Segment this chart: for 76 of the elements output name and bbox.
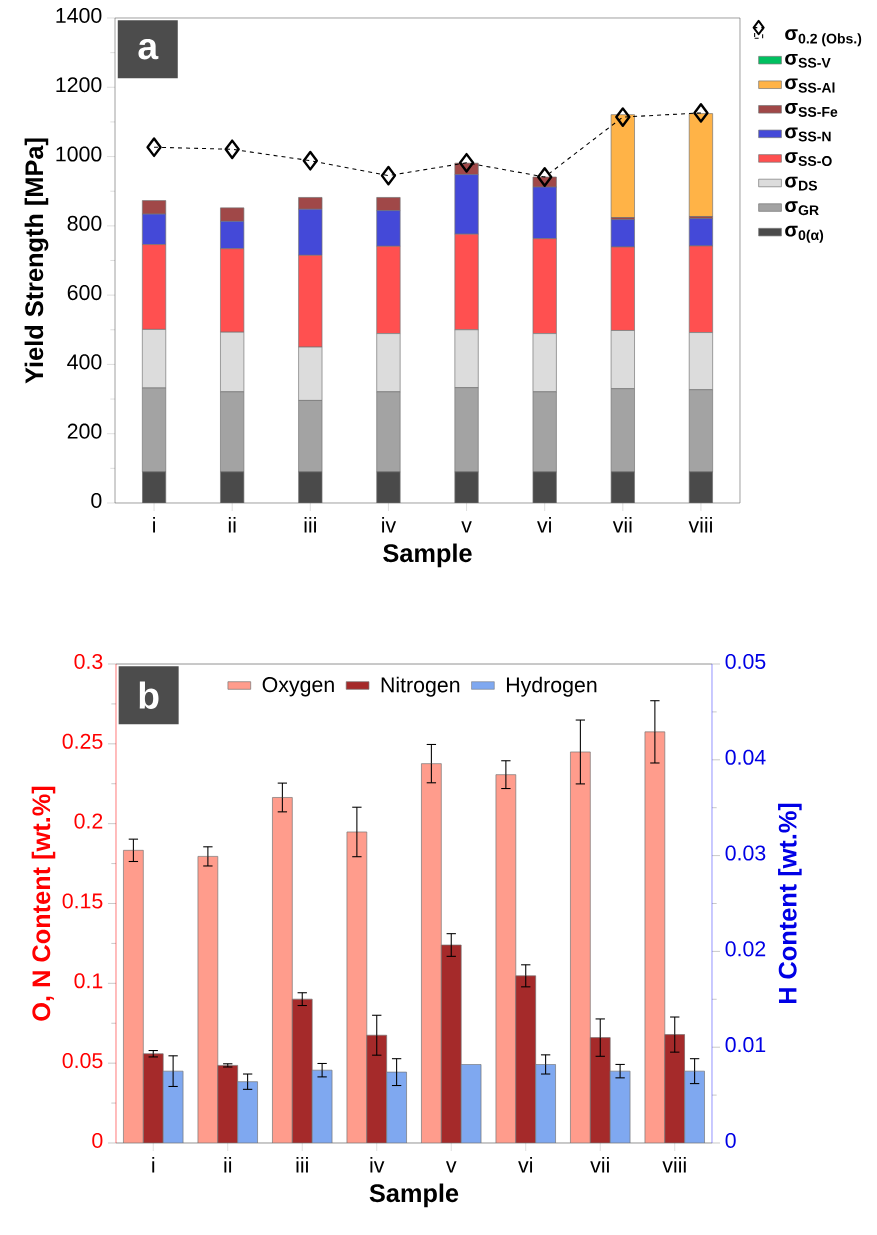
x-tick-label: v <box>445 1161 457 1173</box>
x-axis-title: Sample <box>369 1183 459 1208</box>
point <box>536 167 553 187</box>
bar <box>644 731 666 1143</box>
legend-label: σ$_{GR}$ <box>785 201 819 216</box>
y2-tick-label: 0.05 <box>725 653 766 670</box>
y-tick-label: 0 <box>91 492 102 508</box>
x-tick-label: ii <box>228 517 236 533</box>
legend-label: Nitrogen <box>381 676 460 697</box>
bar <box>570 751 591 1143</box>
y-tick-label: 400 <box>67 354 102 370</box>
y2-axis-title: H Content [wt.%] <box>778 803 802 1004</box>
y-tick-label: 1200 <box>56 77 102 93</box>
x-tick-label: viii <box>662 1157 686 1173</box>
x-tick-label: v <box>461 521 472 533</box>
bar <box>346 831 368 1143</box>
legend-label: σ$_{DS}$ <box>785 176 817 191</box>
point <box>693 103 709 123</box>
x-tick-label: viii <box>688 517 712 533</box>
y2-tick-label: 0.03 <box>725 845 766 861</box>
y-tick-label: 0.15 <box>62 893 103 909</box>
legend-label: Hydrogen <box>506 676 597 697</box>
x-tick-label: iv <box>382 517 397 533</box>
y2-tick-label: 0.01 <box>725 1037 766 1053</box>
y-tick-label: 0.1 <box>74 973 103 989</box>
bar <box>197 856 219 1143</box>
x-axis-title: Sample <box>383 543 472 568</box>
x-tick-label: iii <box>304 517 316 533</box>
x-tick-label: vii <box>590 1157 609 1173</box>
point <box>615 107 631 127</box>
bar <box>515 975 537 1143</box>
legend-label: σ$_{0.2 (Obs.)}$ <box>785 29 862 47</box>
x-tick-label: ii <box>224 1157 232 1173</box>
y2-tick-label: 0.02 <box>725 941 766 957</box>
y2-tick-label: 0 <box>725 1132 736 1148</box>
legend-label: σ$_{SS-Al}$ <box>785 78 835 93</box>
y-tick-label: 0 <box>92 1132 103 1148</box>
point <box>302 150 319 171</box>
legend-label: σ$_{0(α)}$ <box>785 225 824 243</box>
chart-title: a <box>138 38 159 60</box>
y2-tick-label: 0.04 <box>725 749 766 765</box>
bar <box>272 797 293 1143</box>
y-tick-label: 0.3 <box>74 653 103 669</box>
bar <box>495 774 517 1143</box>
legend-label: σ$_{SS-O}$ <box>785 152 832 167</box>
point <box>458 152 475 173</box>
bar <box>688 113 713 217</box>
x-tick-label: vii <box>612 517 632 533</box>
legend-label: σ$_{SS-N}$ <box>785 127 831 142</box>
bar <box>440 944 462 1143</box>
bar <box>610 114 635 218</box>
y-tick-label: 600 <box>67 285 102 301</box>
x-tick-label: i <box>152 1157 155 1173</box>
x-tick-label: vi <box>537 517 551 533</box>
x-tick-label: iii <box>296 1157 308 1173</box>
x-tick-label: i <box>153 517 155 533</box>
y-tick-label: 0.05 <box>62 1053 103 1069</box>
y-axis-title: O, N Content [wt.%] <box>31 786 56 1021</box>
y-tick-label: 1400 <box>56 7 102 23</box>
legend-label: Oxygen <box>262 677 334 697</box>
legend-label: σ$_{SS-V}$ <box>785 53 831 68</box>
x-tick-label: vi <box>518 1157 533 1173</box>
bar <box>421 763 442 1143</box>
legend-label: σ$_{SS-Fe}$ <box>785 103 838 117</box>
point <box>146 137 162 158</box>
chart-title: b <box>139 681 159 709</box>
y-tick-label: 200 <box>67 423 102 439</box>
y-tick-label: 1000 <box>56 146 102 162</box>
point <box>224 139 240 160</box>
x-tick-label: iv <box>370 1157 385 1173</box>
y-tick-label: 0.2 <box>74 813 103 829</box>
y-axis-title: Yield Strength [MPa] <box>24 138 49 384</box>
y-tick-label: 0.25 <box>62 733 103 749</box>
point <box>380 165 397 186</box>
y-tick-label: 800 <box>67 215 102 231</box>
bar <box>123 849 144 1143</box>
